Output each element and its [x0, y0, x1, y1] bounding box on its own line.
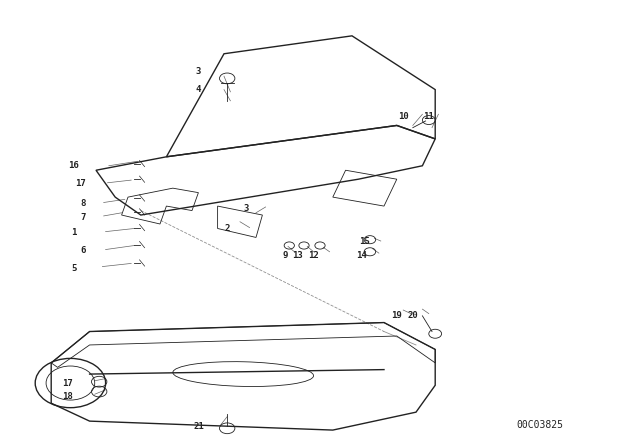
Text: 3: 3: [244, 204, 249, 213]
Text: 11: 11: [424, 112, 434, 121]
Text: 13: 13: [292, 251, 303, 260]
Text: 21: 21: [193, 422, 204, 431]
Text: 15: 15: [360, 237, 370, 246]
Text: 1: 1: [71, 228, 76, 237]
Text: 10: 10: [398, 112, 408, 121]
Text: 9: 9: [282, 251, 287, 260]
Text: 2: 2: [225, 224, 230, 233]
Text: 16: 16: [68, 161, 79, 170]
Text: 18: 18: [62, 392, 72, 401]
Text: 14: 14: [356, 251, 367, 260]
Text: 12: 12: [308, 251, 319, 260]
Text: 17: 17: [75, 179, 85, 188]
Text: 3: 3: [196, 67, 201, 76]
Text: 17: 17: [62, 379, 72, 388]
Text: 00C03825: 00C03825: [516, 420, 563, 430]
Text: 19: 19: [392, 311, 402, 320]
Text: 6: 6: [81, 246, 86, 255]
Text: 7: 7: [81, 213, 86, 222]
Text: 5: 5: [71, 264, 76, 273]
Text: 8: 8: [81, 199, 86, 208]
Text: 4: 4: [196, 85, 201, 94]
Text: 20: 20: [408, 311, 418, 320]
